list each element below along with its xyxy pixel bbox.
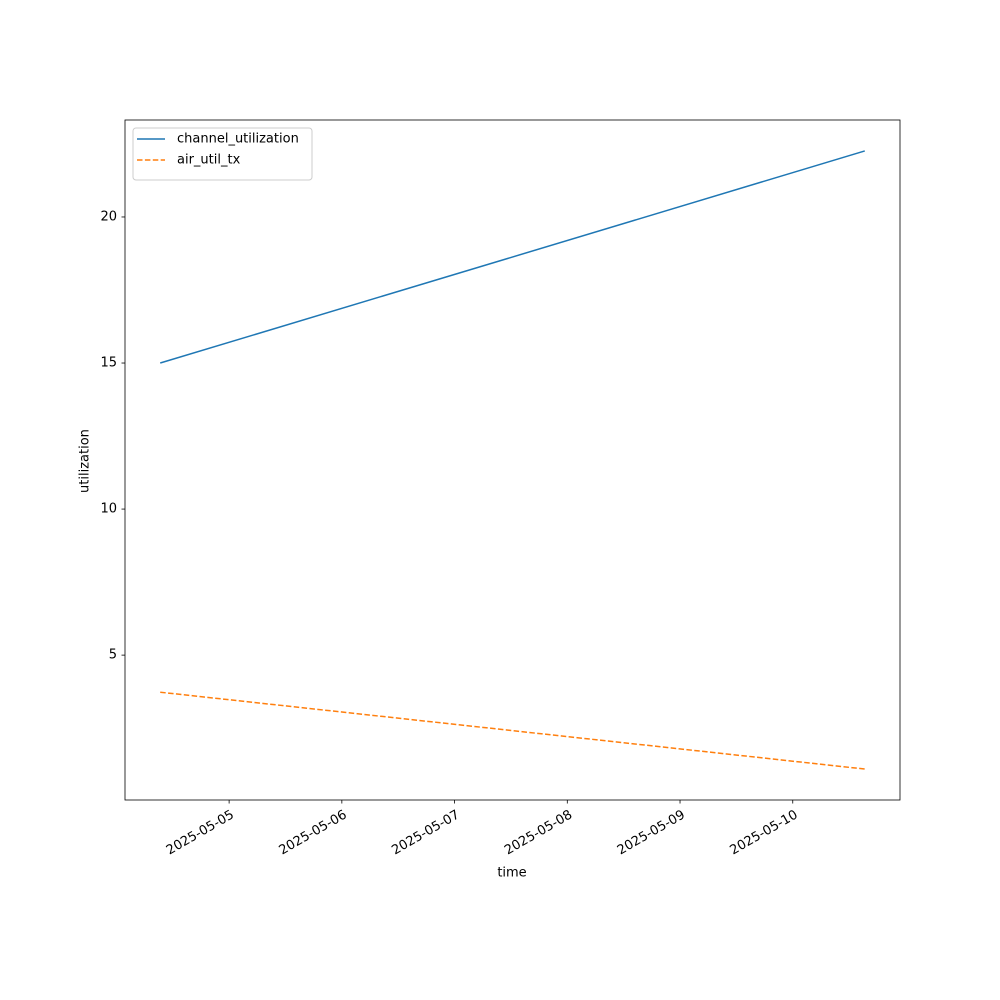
x-tick-label: 2025-05-06 [277,808,350,859]
x-tick-label: 2025-05-10 [728,808,801,859]
x-tick-label: 2025-05-05 [164,808,237,859]
legend-label: air_util_tx [177,153,241,168]
series-line [160,150,865,364]
series-line [160,691,865,770]
y-axis-label: utilization [78,429,93,493]
y-tick-label: 15 [100,356,117,371]
y-tick-label: 10 [100,502,117,517]
y-tick-label: 20 [100,209,117,224]
plot-frame [124,119,901,801]
x-tick-label: 2025-05-07 [389,808,462,859]
legend-box [132,127,313,181]
x-tick-label: 2025-05-09 [615,808,688,859]
x-axis-label: time [497,866,526,881]
y-tick-label: 5 [109,648,117,663]
legend-label: channel_utilization [177,132,299,147]
x-tick-label: 2025-05-08 [502,808,575,859]
